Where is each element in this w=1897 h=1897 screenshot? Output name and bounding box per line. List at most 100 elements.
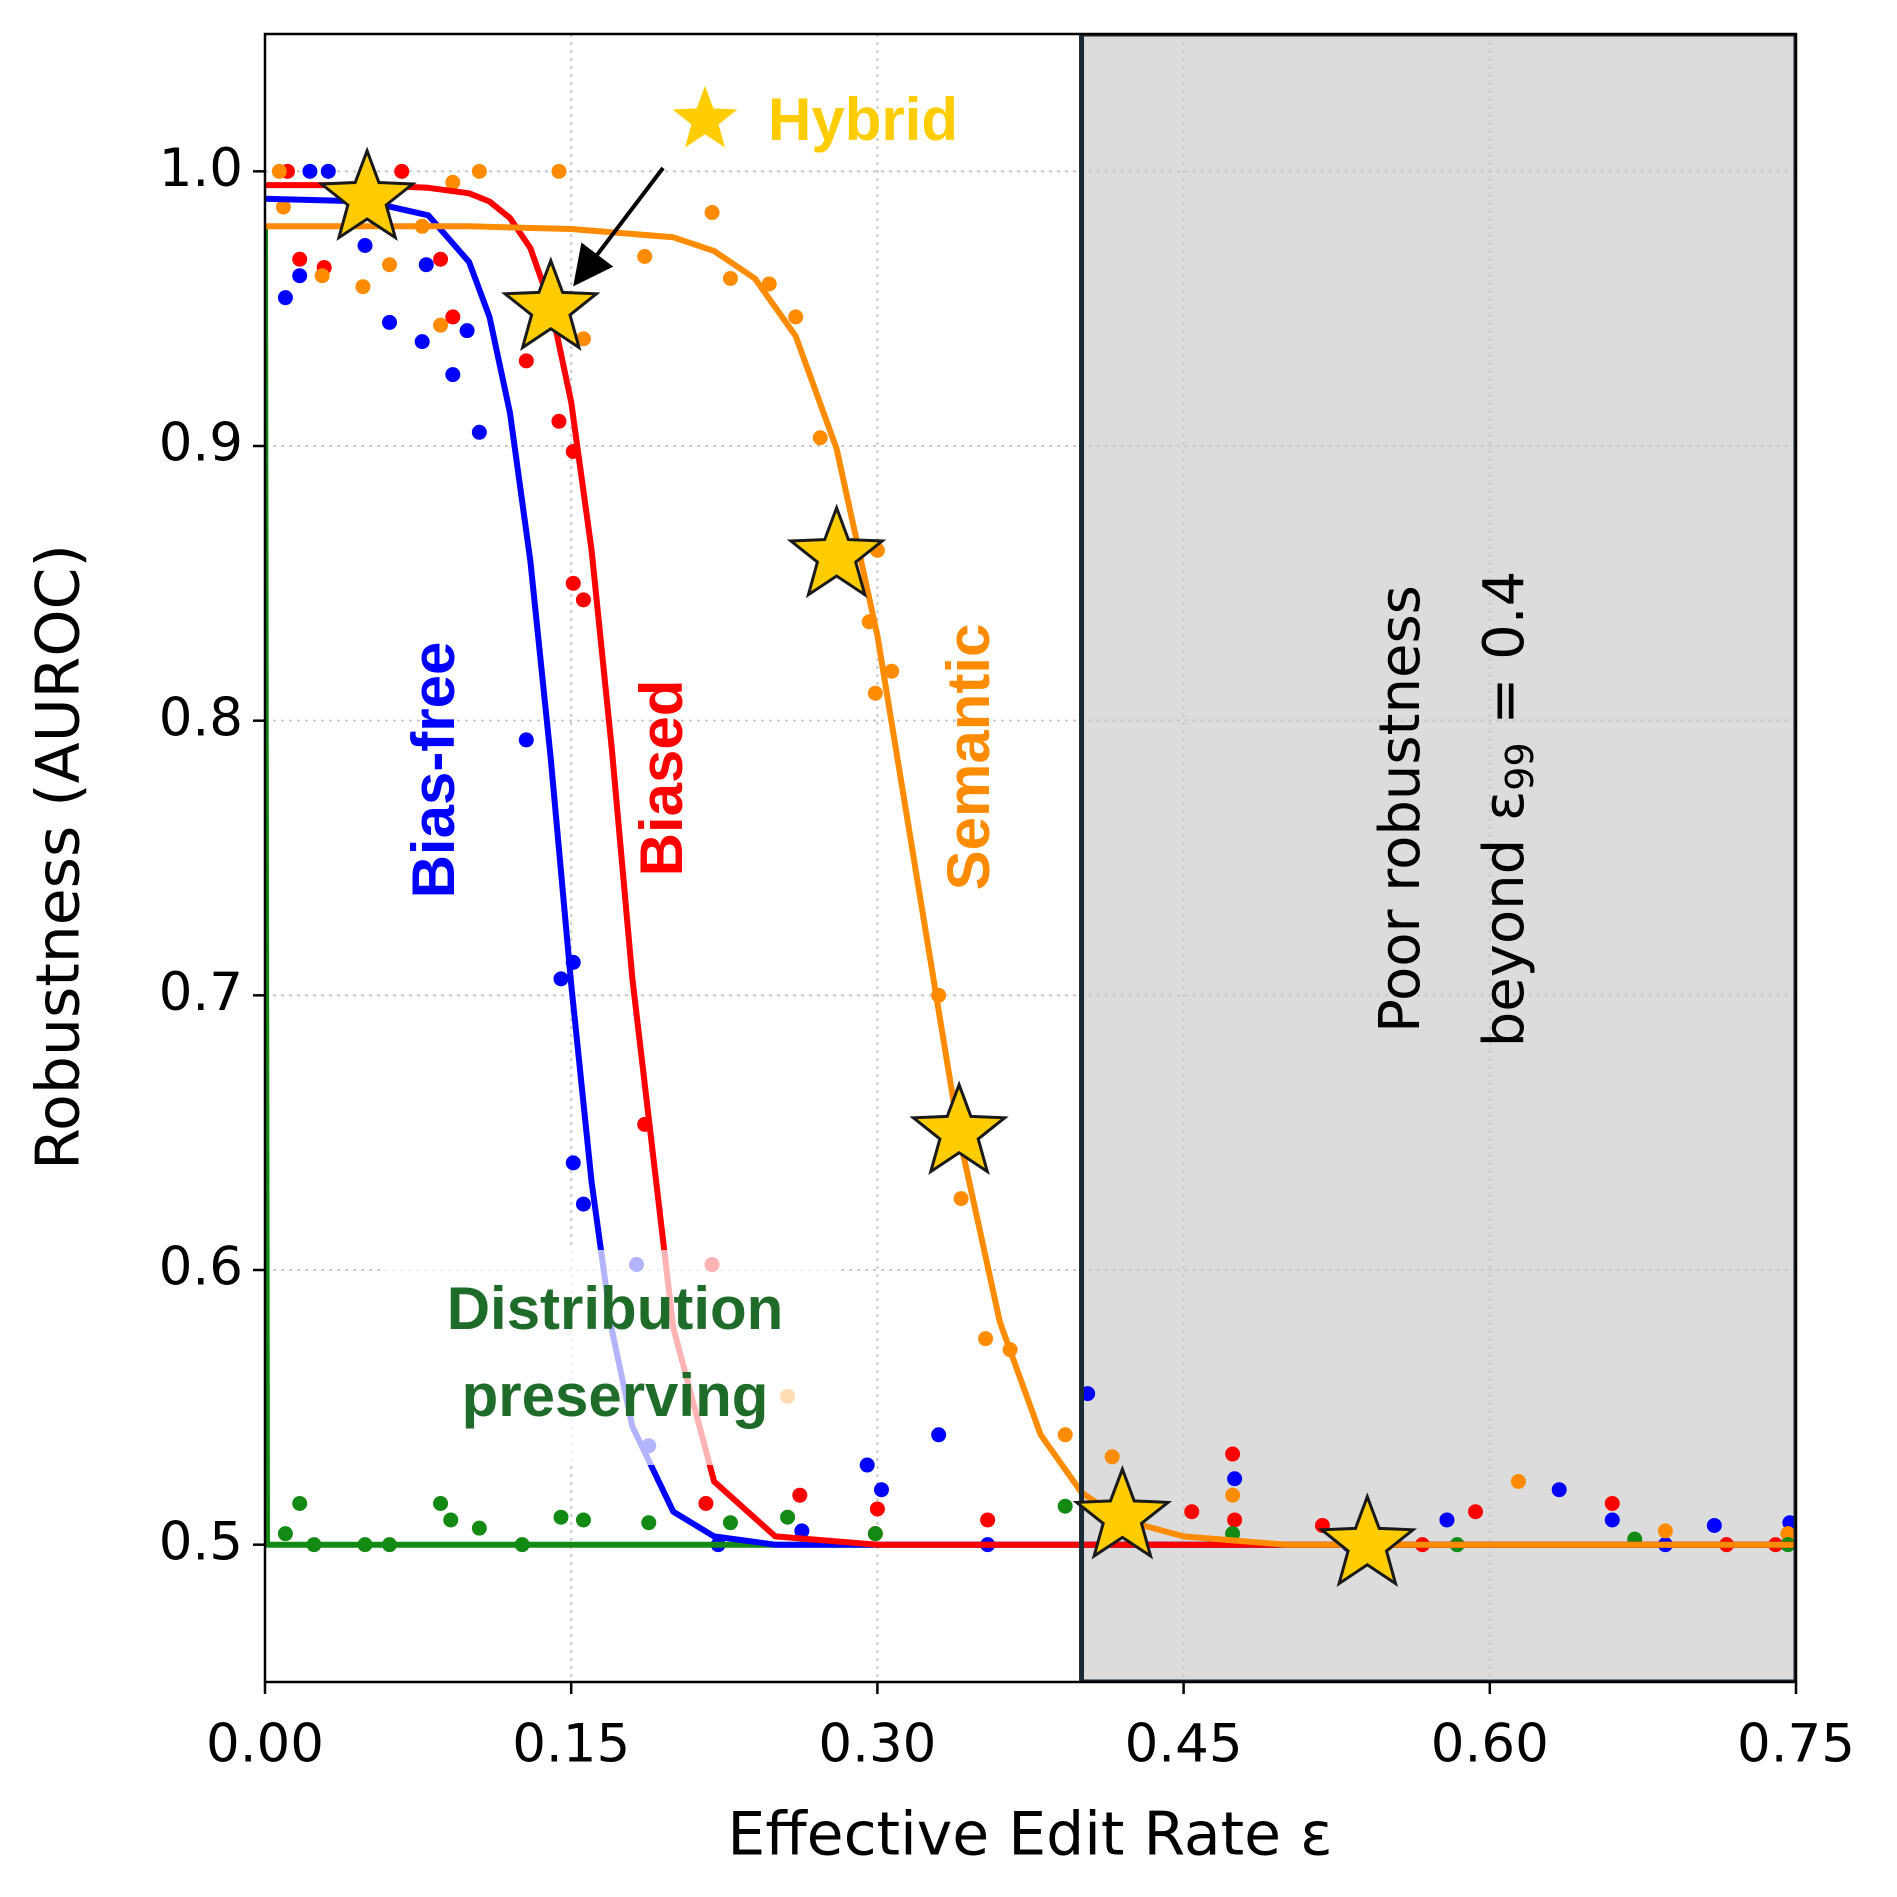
annotation-subscript: 99 (1498, 742, 1542, 790)
data-point (292, 1495, 308, 1511)
data-point (1227, 1512, 1243, 1528)
data-point (575, 1512, 591, 1528)
data-point (641, 1515, 657, 1531)
star-marker (909, 1080, 1009, 1175)
star-marker (1072, 1464, 1173, 1560)
data-point (443, 1512, 459, 1528)
y-tick-label: 0.7 (159, 962, 243, 1023)
star-marker (501, 256, 601, 351)
data-point (780, 1509, 796, 1525)
data-point (320, 163, 336, 179)
star-marker (317, 146, 417, 242)
data-point (471, 424, 487, 440)
data-point (704, 205, 720, 221)
y-tick-label: 0.8 (159, 687, 243, 748)
data-point (277, 1526, 293, 1542)
legend-label: Hybrid (768, 86, 958, 153)
data-point (869, 1501, 885, 1517)
x-tick-label: 0.45 (1125, 1714, 1243, 1775)
data-point (722, 270, 738, 286)
series-label: Bias-free (400, 642, 467, 899)
x-tick-label: 0.00 (206, 1714, 324, 1775)
data-point (553, 971, 569, 987)
data-point (637, 248, 653, 264)
data-point (698, 1495, 714, 1511)
data-point (445, 367, 461, 383)
data-point (382, 314, 398, 330)
data-point (518, 353, 534, 369)
data-point (859, 1457, 875, 1473)
data-point (1782, 1515, 1796, 1531)
data-point (575, 592, 591, 608)
data-point (575, 331, 591, 347)
series-label: Distribution (447, 1275, 784, 1342)
data-point (1706, 1517, 1722, 1533)
data-point (271, 163, 287, 179)
axes-frame (263, 32, 1798, 1684)
fit-line (265, 182, 1796, 1548)
x-tick-label: 0.15 (512, 1714, 630, 1775)
label-backdrop (385, 1250, 840, 1465)
data-point (1604, 1495, 1620, 1511)
data-point (302, 163, 318, 179)
data-point (761, 276, 777, 292)
data-point (1780, 1526, 1796, 1542)
data-point (1551, 1482, 1567, 1498)
y-tick-label: 0.9 (159, 413, 243, 474)
annotation-part: = 0.4 (1472, 571, 1537, 743)
x-tick-label: 0.75 (1737, 1714, 1855, 1775)
data-point (792, 1487, 808, 1503)
data-point (1439, 1512, 1455, 1528)
plot-area (265, 34, 1796, 1682)
data-point (471, 1520, 487, 1536)
data-point (433, 251, 449, 267)
annotation: Poor robustness (1368, 585, 1433, 1033)
data-point (867, 685, 883, 701)
y-axis-title: Robustness (AUROC) (24, 544, 94, 1170)
data-point (471, 163, 487, 179)
data-point (1104, 1449, 1120, 1465)
data-point (722, 1515, 738, 1531)
star-marker (1317, 1492, 1418, 1587)
data-point (873, 1482, 889, 1498)
data-point (314, 268, 330, 284)
data-point (445, 174, 461, 190)
x-tick-label: 0.60 (1431, 1714, 1549, 1775)
shaded-region (1081, 34, 1796, 1682)
fit-line (265, 223, 1796, 1548)
data-point (565, 575, 581, 591)
data-point (1184, 1504, 1200, 1520)
x-tick-label: 0.30 (818, 1714, 936, 1775)
data-point (978, 1331, 994, 1347)
data-point (1225, 1446, 1241, 1462)
data-point (867, 1526, 883, 1542)
shaded-frame (1079, 34, 1796, 1682)
data-point (794, 1523, 810, 1539)
data-point (459, 323, 475, 339)
data-point (277, 290, 293, 306)
data-point (1057, 1498, 1073, 1514)
annotation-part: beyond ε (1472, 791, 1537, 1048)
data-point (565, 1155, 581, 1171)
data-point (292, 268, 308, 284)
data-point (931, 1427, 947, 1443)
series-label: preserving (462, 1362, 769, 1429)
data-point (518, 732, 534, 748)
data-point (433, 317, 449, 333)
annotation: beyond ε99 = 0.4 (1472, 571, 1541, 1047)
data-point (980, 1512, 996, 1528)
data-point (551, 163, 567, 179)
data-point (357, 237, 373, 253)
data-point (445, 309, 461, 325)
data-point (884, 663, 900, 679)
data-point (394, 163, 410, 179)
data-point (433, 1495, 449, 1511)
data-point (355, 279, 371, 295)
data-point (788, 309, 804, 325)
plot-front: 0.00 0.15 0.30 0.45 0.60 0.75 0.5 0.6 0.7 0.8 0.9 1… (159, 32, 1855, 1775)
data-point (1510, 1473, 1526, 1489)
x-axis-title: Effective Edit Rate ε (727, 1800, 1332, 1870)
data-point (1227, 1471, 1243, 1487)
